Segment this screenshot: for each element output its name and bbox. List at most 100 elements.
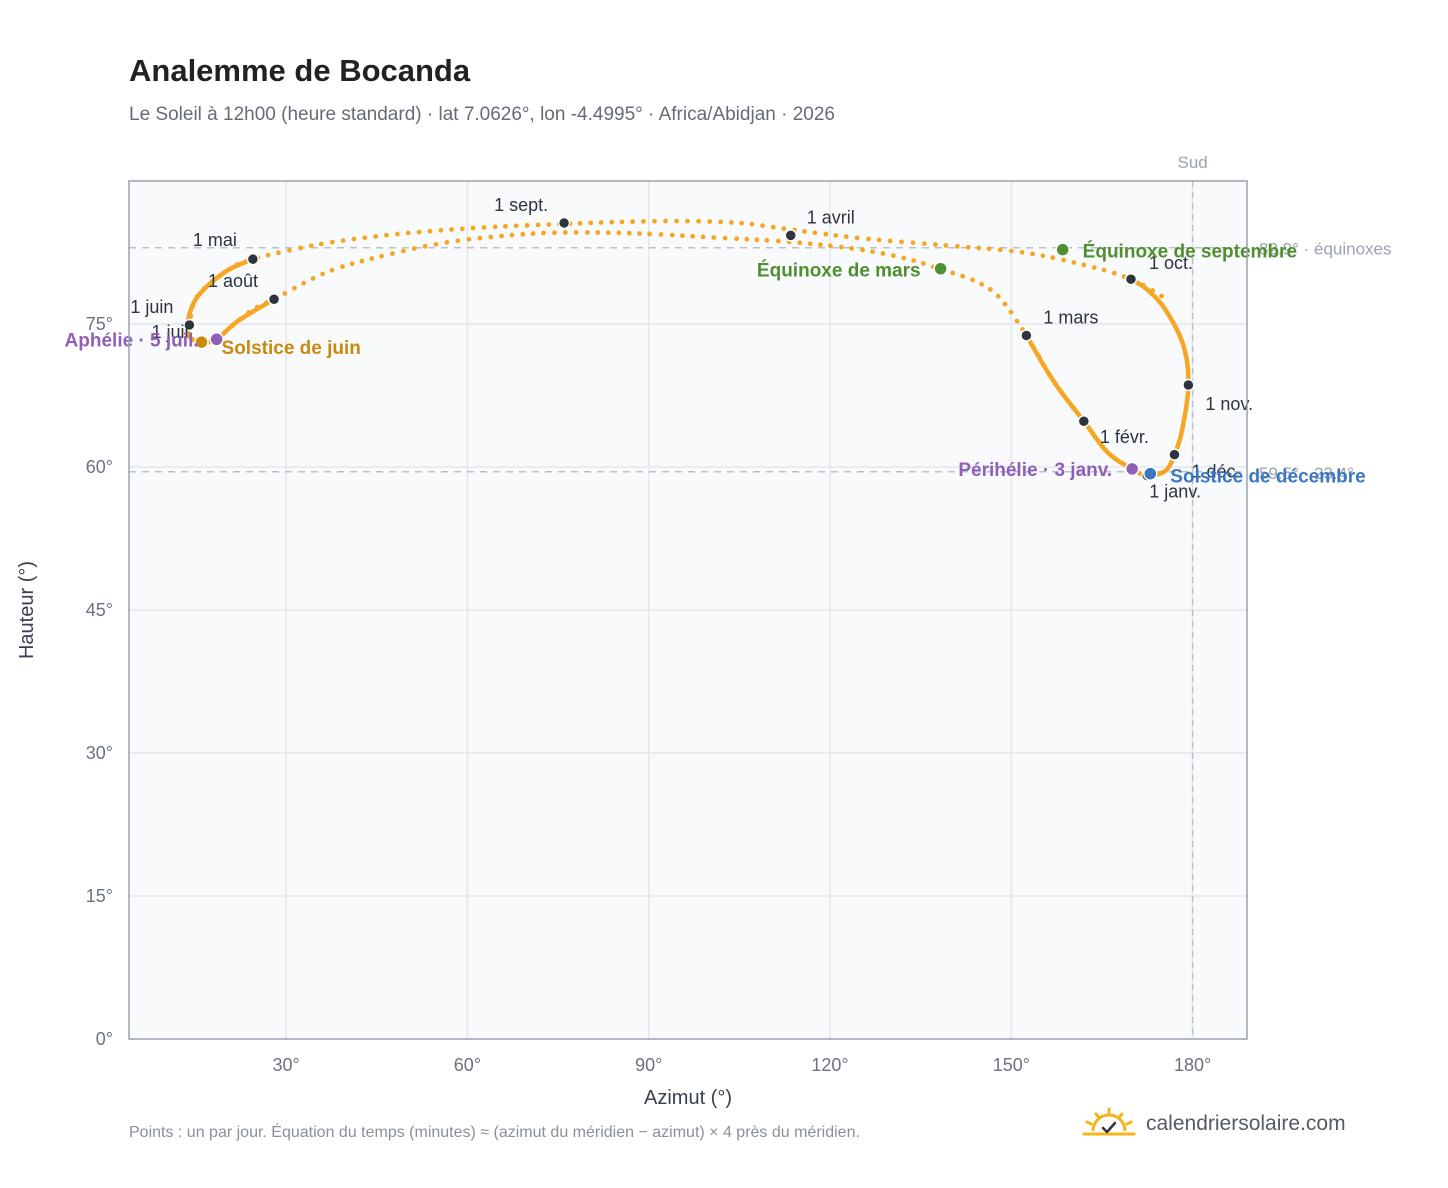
month-marker bbox=[1182, 378, 1195, 392]
daily-point bbox=[329, 267, 335, 273]
daily-point bbox=[1159, 293, 1165, 299]
chart-subtitle: Le Soleil à 12h00 (heure standard) · lat… bbox=[129, 104, 835, 125]
daily-point bbox=[301, 280, 307, 286]
daily-point bbox=[970, 277, 975, 283]
daily-point bbox=[466, 236, 472, 242]
daily-point bbox=[384, 232, 389, 238]
month-label: 1 nov. bbox=[1205, 394, 1253, 414]
daily-point bbox=[535, 222, 541, 228]
daily-point bbox=[588, 220, 594, 226]
daily-point bbox=[444, 239, 450, 245]
event-marker bbox=[1143, 466, 1158, 481]
event-marker bbox=[1055, 242, 1070, 257]
daily-point bbox=[1050, 255, 1056, 261]
chart-title: Analemme de Bocanda bbox=[129, 53, 471, 88]
month-marker bbox=[1168, 448, 1181, 461]
event-marker bbox=[209, 332, 224, 347]
daily-point bbox=[562, 230, 568, 235]
daily-point bbox=[943, 242, 949, 248]
daily-point bbox=[340, 238, 346, 243]
daily-point bbox=[910, 240, 916, 246]
daily-point bbox=[541, 230, 546, 236]
daily-point bbox=[282, 291, 288, 296]
south-label: Sud bbox=[1177, 153, 1207, 172]
daily-point bbox=[626, 230, 632, 236]
daily-point bbox=[833, 233, 839, 238]
daily-point bbox=[503, 223, 508, 229]
daily-point bbox=[818, 242, 823, 248]
y-tick-label: 45° bbox=[86, 600, 113, 620]
daily-point bbox=[860, 247, 865, 253]
daily-point bbox=[812, 230, 818, 236]
y-tick-label: 75° bbox=[86, 314, 113, 334]
daily-point bbox=[292, 285, 297, 291]
brand-logo[interactable]: calendriersolaire.com bbox=[1082, 1104, 1346, 1144]
reference-line-label: 82.9° · équinoxes bbox=[1259, 240, 1392, 259]
daily-point bbox=[901, 255, 907, 261]
month-label: 1 sept. bbox=[494, 195, 548, 215]
daily-point bbox=[287, 247, 292, 253]
month-marker bbox=[784, 229, 797, 242]
daily-point bbox=[438, 227, 444, 233]
daily-point bbox=[427, 228, 433, 234]
daily-point bbox=[911, 258, 917, 263]
x-axis-title: Azimut (°) bbox=[644, 1087, 732, 1109]
daily-point bbox=[546, 222, 552, 227]
daily-point bbox=[669, 232, 675, 238]
daily-point bbox=[524, 222, 530, 228]
daily-point bbox=[1019, 249, 1025, 255]
y-tick-label: 30° bbox=[86, 743, 113, 763]
date-labels: 1 janv. 1 févr. 1 mars 1 avril 1 mai 1 juin 1 … bbox=[65, 195, 1366, 502]
daily-point bbox=[866, 236, 871, 242]
daily-point bbox=[488, 234, 494, 240]
daily-point bbox=[728, 220, 734, 225]
daily-point bbox=[764, 237, 770, 243]
analemma-solid-segment bbox=[185, 256, 277, 345]
date-markers bbox=[183, 216, 1195, 482]
daily-point bbox=[890, 253, 896, 259]
daily-point bbox=[400, 248, 406, 254]
daily-point bbox=[405, 230, 411, 236]
daily-point bbox=[707, 219, 713, 224]
daily-point bbox=[373, 234, 378, 239]
daily-point bbox=[734, 236, 740, 242]
analemma-curve bbox=[185, 218, 1191, 478]
event-label: Périhélie · 3 janv. bbox=[958, 460, 1112, 481]
daily-point bbox=[598, 220, 604, 225]
daily-point bbox=[513, 223, 519, 229]
daily-point bbox=[308, 243, 314, 249]
daily-point bbox=[950, 270, 956, 276]
x-tick-label: 90° bbox=[635, 1055, 662, 1075]
daily-point bbox=[838, 244, 844, 250]
daily-point bbox=[1002, 301, 1008, 307]
daily-point bbox=[340, 264, 345, 270]
event-label: Équinoxe de mars bbox=[757, 260, 921, 282]
daily-point bbox=[509, 232, 515, 238]
month-marker bbox=[183, 318, 196, 332]
month-label: 1 déc. bbox=[1191, 462, 1240, 482]
daily-point bbox=[823, 231, 829, 237]
y-tick-label: 0° bbox=[96, 1029, 113, 1049]
daily-point bbox=[1008, 248, 1014, 254]
daily-point bbox=[1111, 270, 1117, 276]
footnote: Points : un par jour. Équation du temps … bbox=[129, 1124, 860, 1141]
daily-point bbox=[411, 246, 417, 251]
daily-point bbox=[637, 231, 642, 236]
month-label: 1 mars bbox=[1043, 307, 1098, 327]
month-marker bbox=[557, 216, 571, 230]
daily-point bbox=[359, 258, 365, 264]
daily-point bbox=[849, 246, 855, 251]
daily-point bbox=[960, 273, 966, 279]
daily-point bbox=[995, 293, 1001, 299]
daily-point bbox=[351, 236, 357, 242]
daily-point bbox=[1030, 251, 1035, 257]
brand-name: calendriersolaire.com bbox=[1146, 1112, 1346, 1135]
daily-point bbox=[609, 219, 615, 225]
daily-point bbox=[696, 218, 701, 224]
daily-point bbox=[775, 238, 781, 244]
daily-point bbox=[749, 221, 755, 227]
daily-point bbox=[870, 249, 876, 255]
daily-point bbox=[887, 238, 893, 244]
month-label: 1 avril bbox=[807, 207, 855, 227]
x-tick-label: 60° bbox=[454, 1055, 481, 1075]
